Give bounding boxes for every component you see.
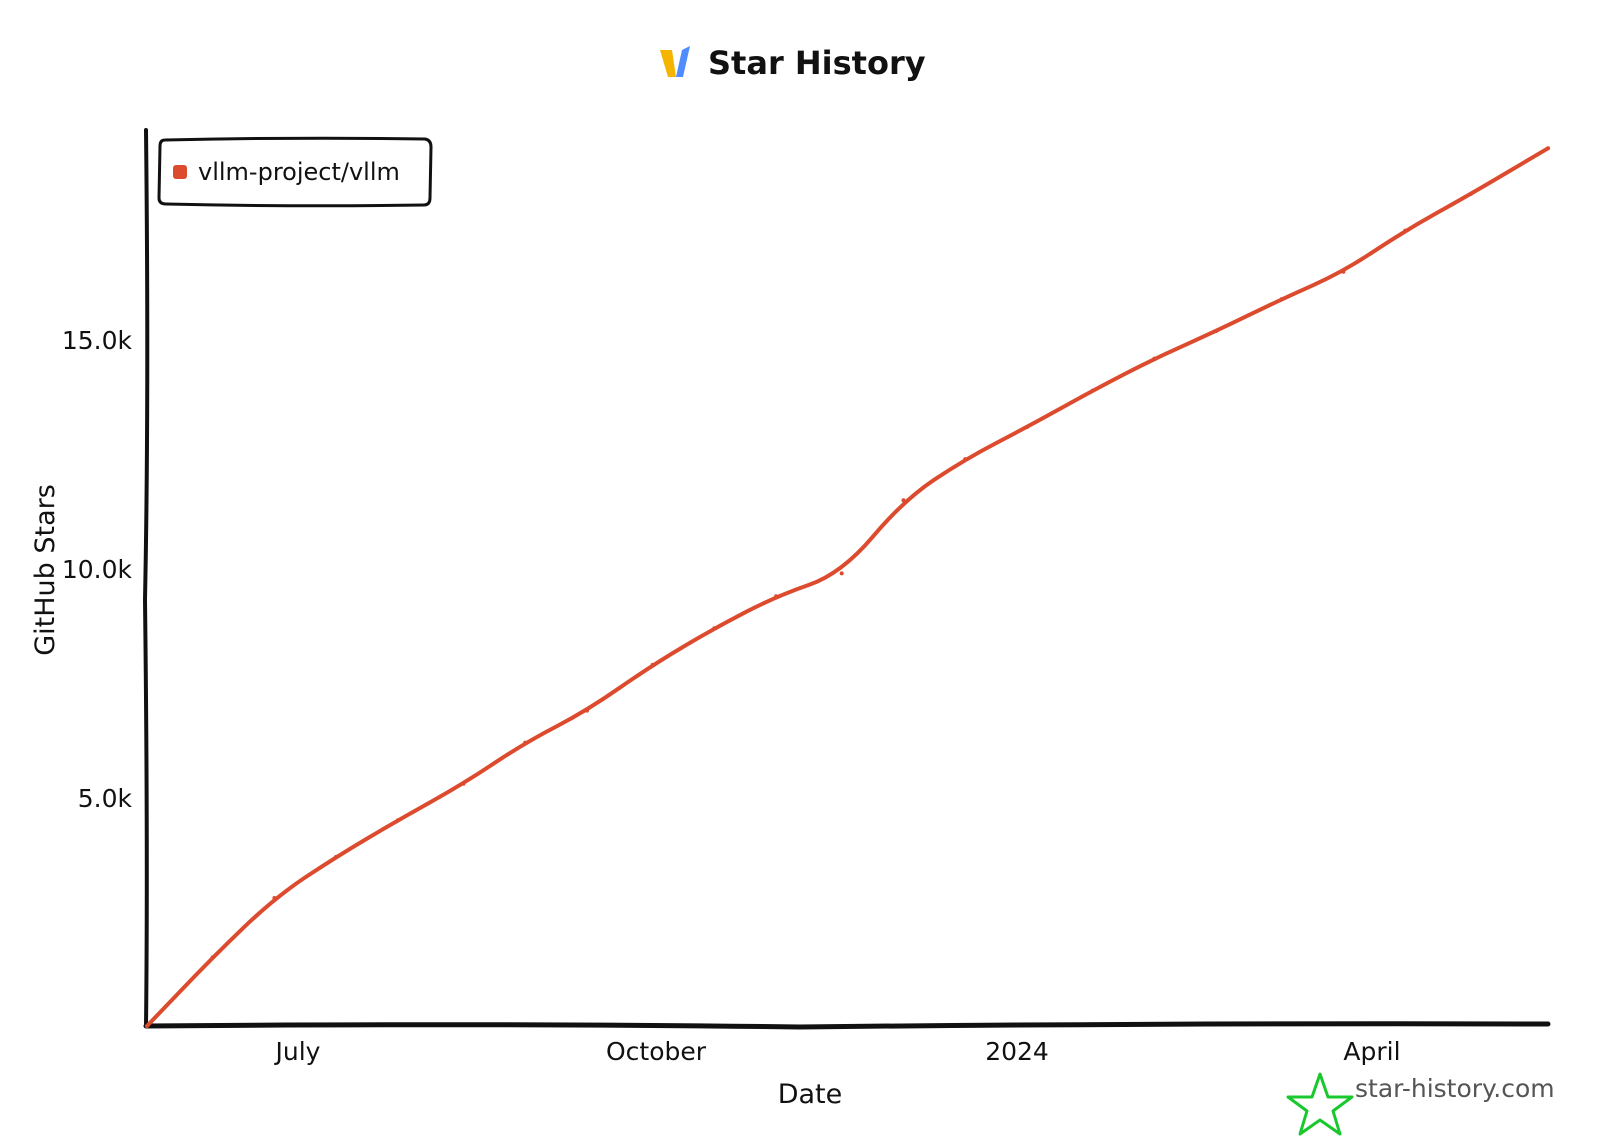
x-axis-line	[143, 1021, 1551, 1030]
y-tick-label-5k: 5.0k	[78, 784, 133, 813]
data-point-9	[712, 626, 717, 631]
y-axis-line	[142, 128, 150, 1028]
data-point-3	[334, 854, 339, 859]
data-point-2	[272, 896, 277, 900]
series-points	[145, 146, 1550, 1028]
data-point-13	[963, 457, 968, 462]
x-tick-label-july: July	[274, 1037, 321, 1066]
data-point-8	[650, 662, 655, 667]
data-point-18	[1279, 297, 1284, 302]
data-point-15	[1090, 388, 1095, 393]
data-point-4	[395, 818, 400, 823]
data-point-19	[1341, 269, 1346, 274]
data-point-14	[1025, 425, 1029, 430]
star-history-logo-icon	[660, 46, 690, 77]
data-point-1	[210, 955, 215, 960]
data-point-10	[774, 594, 779, 599]
data-point-6	[523, 740, 528, 745]
legend-label-vllm: vllm-project/vllm	[198, 158, 400, 186]
data-point-11	[839, 571, 844, 576]
y-tick-label-10k: 10.0k	[62, 555, 133, 584]
legend-swatch-vllm	[173, 165, 187, 179]
data-point-21	[1468, 192, 1473, 196]
watermark-text: star-history.com	[1355, 1074, 1555, 1103]
x-tick-label-april: April	[1343, 1037, 1400, 1066]
data-point-16	[1152, 356, 1157, 361]
x-tick-label-october: October	[606, 1037, 707, 1066]
y-axis-title: GitHub Stars	[30, 484, 61, 656]
y-tick-label-15k: 15.0k	[62, 326, 133, 355]
series-line-vllm	[145, 146, 1550, 1028]
data-point-17	[1214, 329, 1219, 334]
data-point-20	[1403, 228, 1408, 233]
data-point-5	[461, 781, 466, 786]
chart-title: Star History	[708, 44, 926, 82]
data-point-7	[585, 708, 589, 713]
star-history-watermark-icon	[1286, 1072, 1354, 1136]
legend-box	[157, 136, 433, 208]
data-point-22	[1546, 146, 1550, 151]
data-point-0	[145, 1024, 149, 1028]
data-point-12	[901, 498, 906, 503]
x-axis-title: Date	[778, 1079, 843, 1110]
x-tick-label-2024: 2024	[985, 1037, 1049, 1066]
